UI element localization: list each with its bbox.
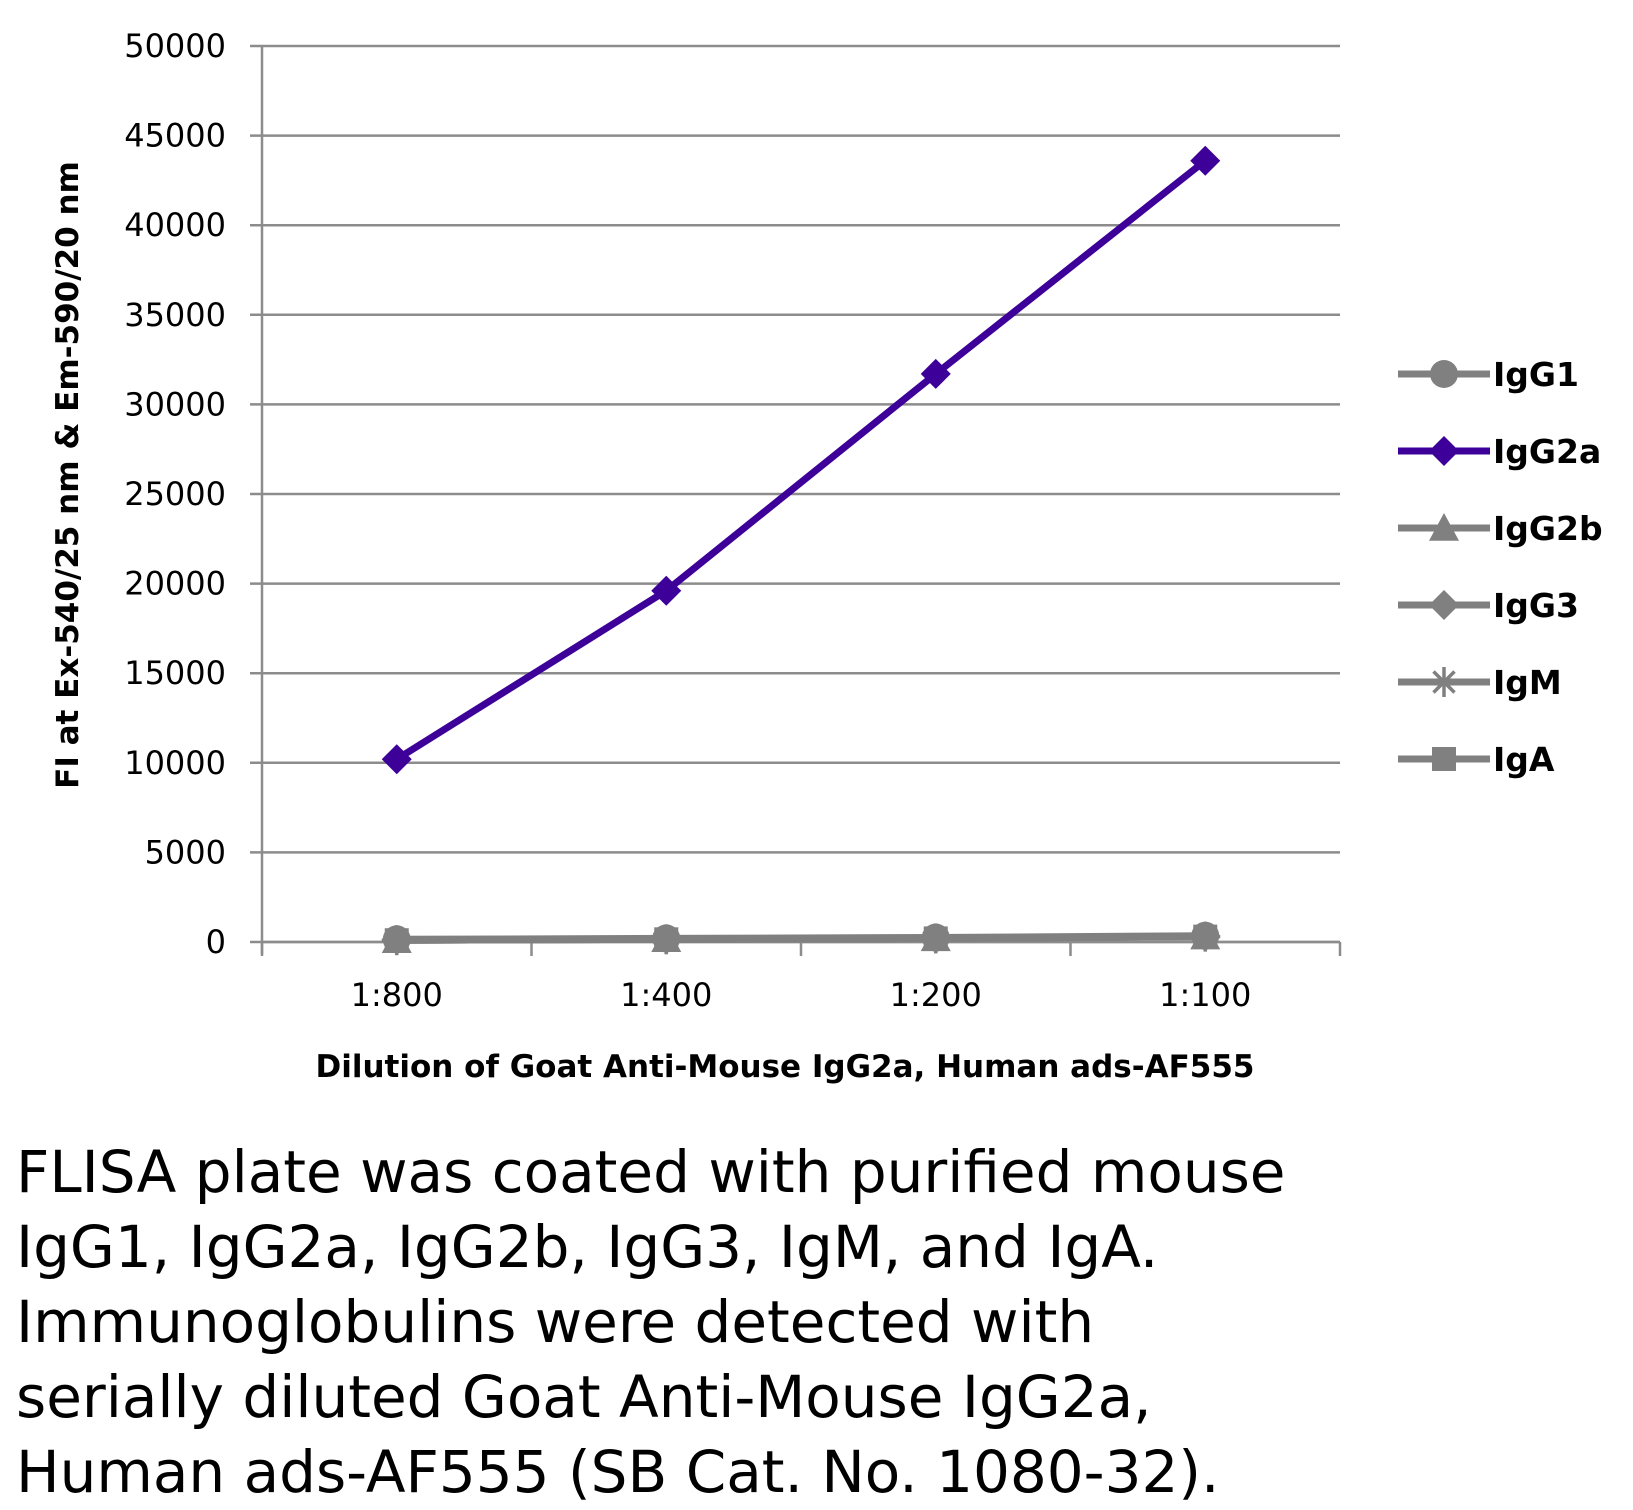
data-point xyxy=(385,928,409,952)
y-tick-label: 0 xyxy=(206,923,226,961)
caption-line: Immunoglobulins were detected with xyxy=(16,1285,1616,1360)
x-tick-label: 1:200 xyxy=(890,976,982,1014)
legend-item-iga: IgA xyxy=(1398,740,1555,779)
legend-marker xyxy=(1432,747,1456,771)
caption-line: Human ads-AF555 (SB Cat. No. 1080-32). xyxy=(16,1435,1616,1510)
y-tick-label: 20000 xyxy=(124,565,226,603)
legend-marker xyxy=(1429,436,1459,466)
y-tick-label: 15000 xyxy=(124,654,226,692)
legend-item-igm: IgM xyxy=(1398,663,1562,702)
y-tick-label: 25000 xyxy=(124,475,226,513)
legend-item-igg2a: IgG2a xyxy=(1398,432,1601,471)
caption-line: FLISA plate was coated with purified mou… xyxy=(16,1135,1616,1210)
y-tick-label: 40000 xyxy=(124,206,226,244)
caption-line: serially diluted Goat Anti-Mouse IgG2a, xyxy=(16,1360,1616,1435)
data-point xyxy=(924,926,948,950)
y-tick-label: 30000 xyxy=(124,385,226,423)
series-line xyxy=(397,161,1206,760)
legend-label: IgM xyxy=(1493,663,1562,702)
y-tick-label: 10000 xyxy=(124,744,226,782)
legend-marker xyxy=(1429,667,1459,697)
x-tick-labels: 1:800 1:400 1:200 1:100 xyxy=(351,976,1252,1014)
legend-label: IgG1 xyxy=(1493,355,1579,394)
series-group xyxy=(382,146,1221,956)
caption: FLISA plate was coated with purified mou… xyxy=(16,1135,1616,1510)
data-point xyxy=(654,927,678,951)
legend: IgG1 IgG2a IgG2b IgG3 IgM IgA xyxy=(1398,355,1603,779)
legend-item-igg1: IgG1 xyxy=(1398,355,1579,394)
series-igg2a xyxy=(382,146,1221,775)
legend-item-igg2b: IgG2b xyxy=(1398,509,1603,548)
legend-marker xyxy=(1430,360,1458,388)
legend-item-igg3: IgG3 xyxy=(1398,586,1579,625)
y-tick-labels: 0 5000 10000 15000 20000 25000 30000 35000 40000… xyxy=(124,27,226,961)
legend-label: IgG2a xyxy=(1493,432,1601,471)
data-point xyxy=(1193,925,1217,949)
legend-label: IgG2b xyxy=(1493,509,1603,548)
legend-label: IgG3 xyxy=(1493,586,1579,625)
legend-label: IgA xyxy=(1493,740,1555,779)
y-tick-label: 35000 xyxy=(124,296,226,334)
y-tick-label: 50000 xyxy=(124,27,226,65)
x-tick-label: 1:800 xyxy=(351,976,443,1014)
x-axis-title: Dilution of Goat Anti-Mouse IgG2a, Human… xyxy=(316,1049,1255,1085)
y-tick-label: 45000 xyxy=(124,117,226,155)
x-tick-label: 1:400 xyxy=(620,976,712,1014)
chart: 0 5000 10000 15000 20000 25000 30000 35000 40000… xyxy=(0,0,1633,1110)
series-line xyxy=(397,937,1206,941)
legend-marker xyxy=(1429,590,1459,620)
y-axis-title: FI at Ex-540/25 nm & Em-590/20 nm xyxy=(50,161,86,789)
caption-line: IgG1, IgG2a, IgG2b, IgG3, IgM, and IgA. xyxy=(16,1210,1616,1285)
y-tick-label: 5000 xyxy=(145,833,226,871)
x-tick-label: 1:100 xyxy=(1159,976,1251,1014)
